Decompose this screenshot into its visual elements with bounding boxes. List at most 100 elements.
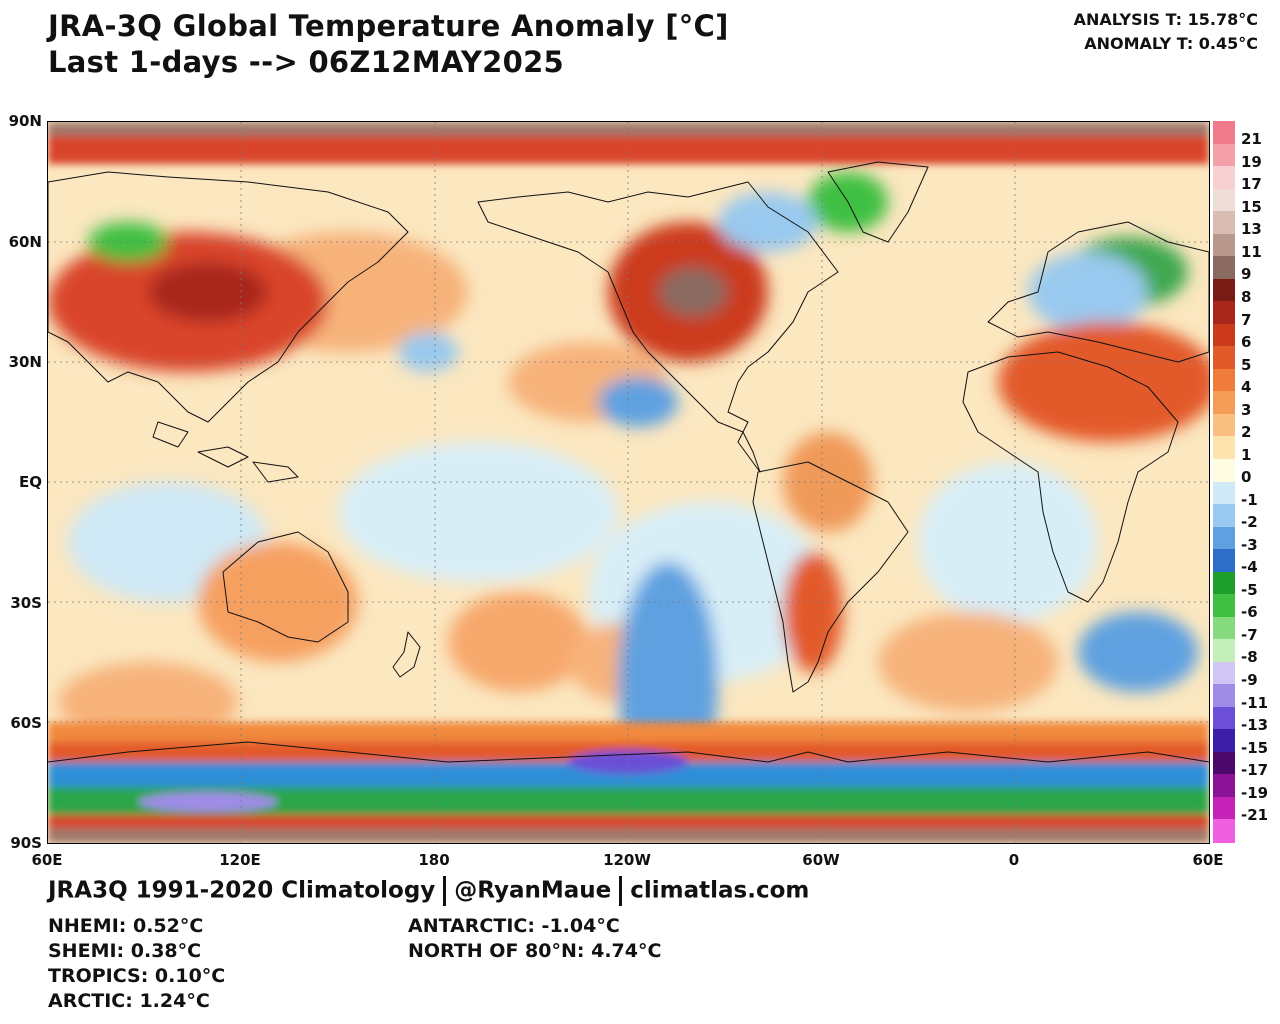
colorbar-segment <box>1213 256 1235 280</box>
colorbar-segment <box>1213 729 1235 753</box>
lat-label-90s: 90S <box>10 834 42 852</box>
colorbar-tick-label: 6 <box>1241 333 1252 352</box>
colorbar-tick-label: -21 <box>1241 806 1269 825</box>
lon-label-60e-right: 60E <box>1192 851 1224 869</box>
stat-antarctic: ANTARCTIC: -1.04°C <box>408 915 620 937</box>
chart-title: JRA-3Q Global Temperature Anomaly [°C] L… <box>48 8 729 80</box>
colorbar-tick-label: 13 <box>1241 220 1262 239</box>
colorbar-tick-label: 3 <box>1241 400 1252 419</box>
lat-label-30n: 30N <box>8 353 42 371</box>
lon-label-60w: 60W <box>802 851 840 869</box>
analysis-temperature: ANALYSIS T: 15.78°C <box>1073 10 1258 29</box>
colorbar-tick-label: -8 <box>1241 648 1258 667</box>
colorbar-segment <box>1213 166 1235 190</box>
lat-label-60s: 60S <box>10 714 42 732</box>
colorbar-segment <box>1213 526 1235 550</box>
lat-label-60n: 60N <box>8 233 42 251</box>
colorbar-segment <box>1213 143 1235 167</box>
colorbar-tick-label: -17 <box>1241 761 1269 780</box>
colorbar-tick-label: 4 <box>1241 378 1252 397</box>
colorbar-segment <box>1213 571 1235 595</box>
colorbar-tick-label: -19 <box>1241 783 1269 802</box>
credits-line: JRA3Q 1991-2020 Climatology @RyanMaue clim… <box>48 876 809 906</box>
separator <box>619 876 623 906</box>
colorbar-tick-label: 15 <box>1241 197 1262 216</box>
colorbar-segment <box>1213 796 1235 820</box>
colorbar-segment <box>1213 391 1235 415</box>
colorbar-tick-label: 1 <box>1241 445 1252 464</box>
colorbar-segment <box>1213 233 1235 257</box>
colorbar-segment <box>1213 436 1235 460</box>
stat-nhemi: NHEMI: 0.52°C <box>48 915 204 937</box>
anomaly-temperature: ANOMALY T: 0.45°C <box>1084 34 1258 53</box>
colorbar-segment <box>1213 121 1235 145</box>
regional-stats-right: ANTARCTIC: -1.04°C NORTH OF 80°N: 4.74°C <box>408 914 661 964</box>
colorbar-tick-label: -7 <box>1241 625 1258 644</box>
stat-shemi: SHEMI: 0.38°C <box>48 940 202 962</box>
colorbar-segment <box>1213 661 1235 685</box>
colorbar-tick-label: 11 <box>1241 242 1262 261</box>
colorbar-segment <box>1213 819 1235 843</box>
colorbar-segment <box>1213 774 1235 798</box>
colorbar-segment <box>1213 278 1235 302</box>
anomaly-field <box>48 122 1209 843</box>
colorbar-segment <box>1213 684 1235 708</box>
colorbar-segment <box>1213 751 1235 775</box>
colorbar-tick-label: -3 <box>1241 535 1258 554</box>
colorbar-tick-label: -2 <box>1241 513 1258 532</box>
colorbar-tick-label: -11 <box>1241 693 1269 712</box>
colorbar-segment <box>1213 301 1235 325</box>
title-line-2: Last 1-days --> 06Z12MAY2025 <box>48 45 565 79</box>
colorbar-segment <box>1213 616 1235 640</box>
colorbar-tick-label: 8 <box>1241 287 1252 306</box>
lat-label-30s: 30S <box>10 594 42 612</box>
lon-label-120e: 120E <box>219 851 261 869</box>
title-line-1: JRA-3Q Global Temperature Anomaly [°C] <box>48 9 729 43</box>
colorbar-tick-label: 19 <box>1241 152 1262 171</box>
colorbar-tick-label: 9 <box>1241 265 1252 284</box>
colorbar-segment <box>1213 188 1235 212</box>
stat-tropics: TROPICS: 0.10°C <box>48 965 226 987</box>
colorbar-tick-label: -6 <box>1241 603 1258 622</box>
colorbar-segment <box>1213 346 1235 370</box>
colorbar-tick-label: 21 <box>1241 130 1262 149</box>
colorbar-tick-label: -9 <box>1241 671 1258 690</box>
colorbar-tick-label: 5 <box>1241 355 1252 374</box>
lat-label-90n: 90N <box>8 112 42 130</box>
lon-label-0: 0 <box>1008 851 1020 869</box>
credit-handle: @RyanMaue <box>454 877 612 904</box>
colorbar-tick-label: 2 <box>1241 423 1252 442</box>
colorbar <box>1213 121 1235 843</box>
colorbar-segment <box>1213 323 1235 347</box>
global-stats: ANALYSIS T: 15.78°C ANOMALY T: 0.45°C <box>1074 8 1258 56</box>
colorbar-segment <box>1213 549 1235 573</box>
colorbar-tick-label: -5 <box>1241 580 1258 599</box>
lon-label-120w: 120W <box>603 851 651 869</box>
colorbar-segment <box>1213 594 1235 618</box>
colorbar-segment <box>1213 639 1235 663</box>
credit-climatology: JRA3Q 1991-2020 Climatology <box>48 877 436 904</box>
separator <box>443 876 447 906</box>
colorbar-segment <box>1213 368 1235 392</box>
lon-label-180: 180 <box>418 851 450 869</box>
colorbar-segment <box>1213 413 1235 437</box>
lat-label-eq: EQ <box>19 473 42 491</box>
colorbar-tick-label: -15 <box>1241 738 1269 757</box>
credit-site: climatlas.com <box>630 877 810 904</box>
colorbar-segment <box>1213 211 1235 235</box>
colorbar-segment <box>1213 504 1235 528</box>
lon-label-60e: 60E <box>31 851 63 869</box>
colorbar-segment <box>1213 458 1235 482</box>
colorbar-segment <box>1213 481 1235 505</box>
stat-arctic: ARCTIC: 1.24°C <box>48 990 210 1012</box>
colorbar-tick-label: -4 <box>1241 558 1258 577</box>
colorbar-tick-label: -13 <box>1241 716 1269 735</box>
colorbar-tick-label: 0 <box>1241 468 1252 487</box>
anomaly-map <box>47 121 1210 844</box>
colorbar-segment <box>1213 706 1235 730</box>
stat-north-of-80n: NORTH OF 80°N: 4.74°C <box>408 940 662 962</box>
colorbar-tick-label: 7 <box>1241 310 1252 329</box>
colorbar-tick-label: 17 <box>1241 175 1262 194</box>
regional-stats-left: NHEMI: 0.52°C SHEMI: 0.38°C TROPICS: 0.1… <box>48 914 225 1014</box>
colorbar-tick-label: -1 <box>1241 490 1258 509</box>
